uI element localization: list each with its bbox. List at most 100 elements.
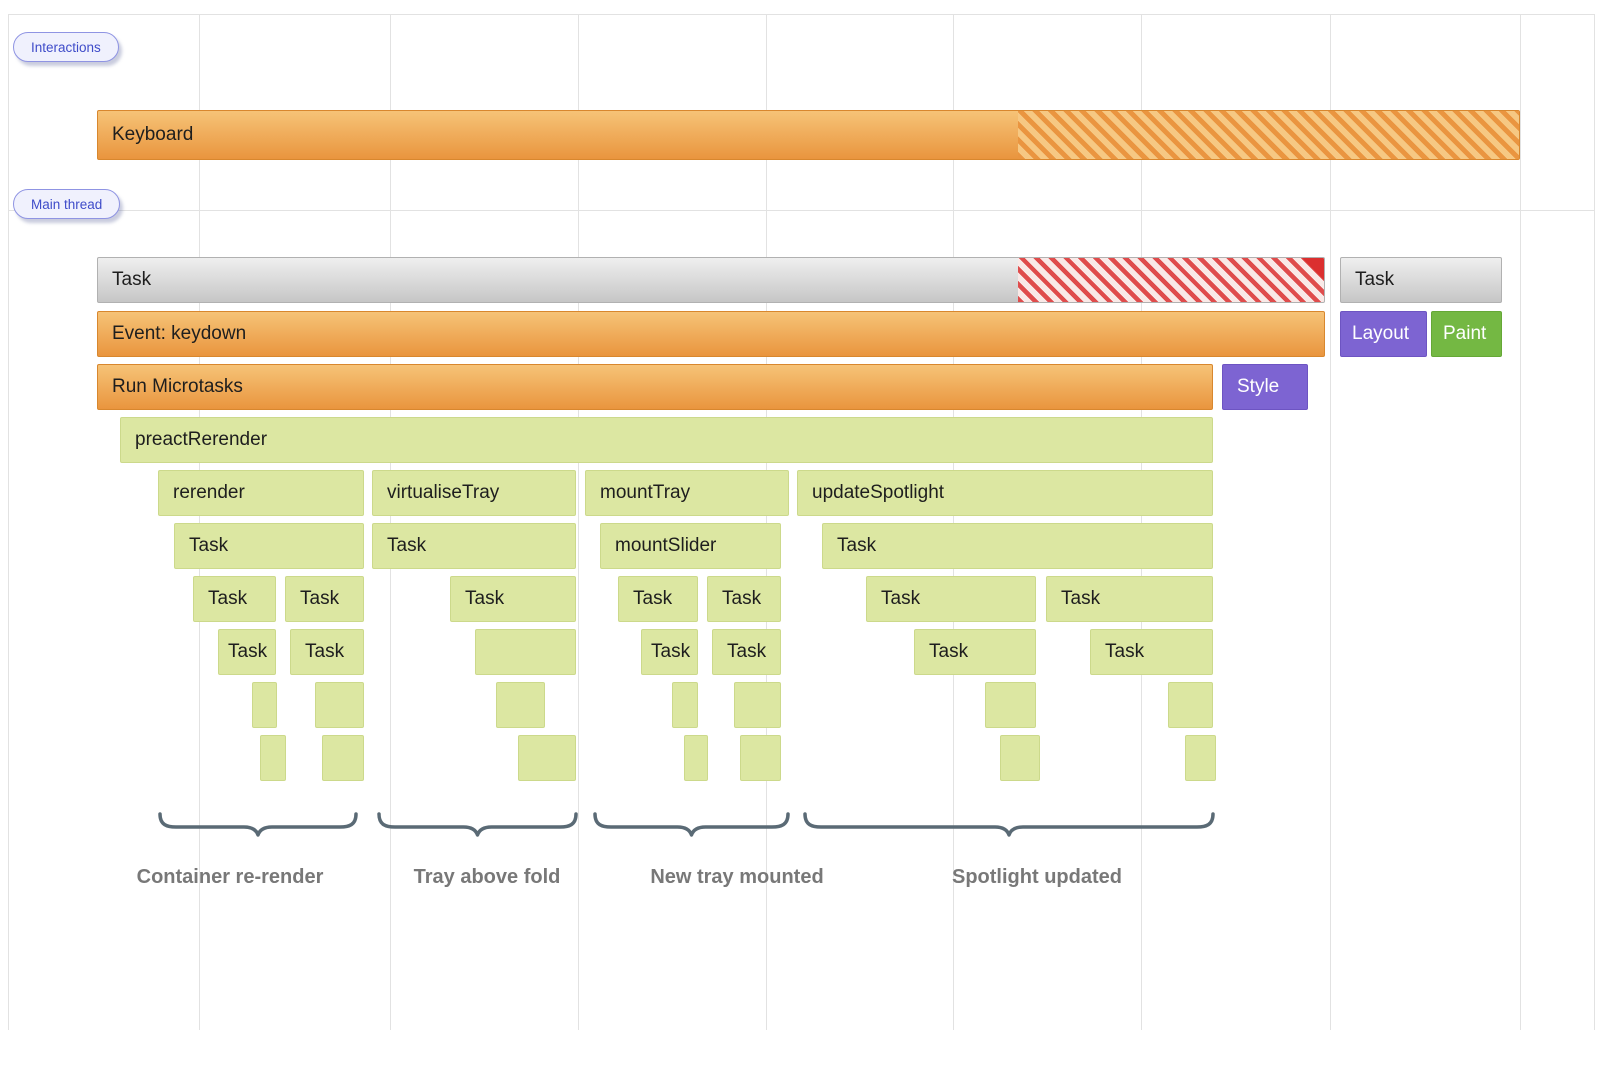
flame-bar-label: Task [727,641,767,662]
flame-bar[interactable] [260,735,286,781]
right-task-label: Task [1355,269,1395,290]
caption-tray-above-fold: Tray above fold [413,866,561,888]
right-task-bar[interactable]: Task [1340,257,1502,303]
gridline-horizontal [8,14,1594,15]
caption-spotlight-updated: Spotlight updated [952,866,1122,888]
gridline-vertical [390,14,391,1030]
flame-bar-task[interactable]: Task [712,629,781,675]
flame-bar-label: Task [387,535,427,556]
flame-bar-label: Task [837,535,877,556]
flame-bar-label: Task [305,641,345,662]
flame-bar[interactable] [672,682,698,728]
event-keydown-bar[interactable]: Event: keydown [97,311,1325,357]
gridline-vertical [578,14,579,1030]
flame-bar[interactable] [734,682,781,728]
flame-bar-label: Task [300,588,340,609]
flame-bar-task[interactable]: Task [1046,576,1213,622]
flame-bar-task[interactable]: Task [174,523,364,569]
flame-bar-task[interactable]: Task [193,576,276,622]
gridline-vertical [199,14,200,1030]
flame-bar-task[interactable]: Task [285,576,364,622]
flame-bar[interactable] [985,682,1036,728]
flame-bar[interactable] [1168,682,1213,728]
flame-bar-task[interactable]: Task [218,629,276,675]
gridline-vertical [766,14,767,1030]
paint-block[interactable]: Paint [1431,311,1502,357]
track-header-main-thread[interactable]: Main thread [13,189,121,219]
long-task-bar[interactable]: Task [97,257,1325,303]
flame-bar-label: Task [208,588,248,609]
long-task-red-hatch [1018,258,1324,302]
keyboard-label: Keyboard [112,124,194,145]
flame-bar-label: mountSlider [615,535,717,556]
paint-label: Paint [1443,323,1487,344]
flame-bar[interactable] [475,629,576,675]
flame-bar-label: Task [1105,641,1145,662]
flame-bar-virtualisetray[interactable]: virtualiseTray [372,470,576,516]
flame-bar-task[interactable]: Task [707,576,781,622]
brace-container-re-render [158,812,358,837]
flame-bar-label: Task [633,588,673,609]
flame-bar-task[interactable]: Task [866,576,1036,622]
style-label: Style [1237,376,1280,397]
flame-bar-rerender[interactable]: rerender [158,470,364,516]
flame-bar[interactable] [496,682,545,728]
flame-bar-label: virtualiseTray [387,482,500,503]
flame-bar[interactable] [684,735,708,781]
flame-bar-mountslider[interactable]: mountSlider [600,523,781,569]
flame-bar-label: preactRerender [135,429,268,450]
style-block[interactable]: Style [1222,364,1308,410]
flame-bar-task[interactable]: Task [290,629,364,675]
brace-spotlight-updated [803,812,1215,837]
flame-bar-label: Task [651,641,691,662]
flame-bar-preactrerender[interactable]: preactRerender [120,417,1213,463]
event-keydown-label: Event: keydown [112,323,247,344]
flame-bar-label: Task [929,641,969,662]
flame-bar[interactable] [740,735,781,781]
flame-bar-label: mountTray [600,482,691,503]
flame-bar[interactable] [315,682,364,728]
flame-bar[interactable] [518,735,576,781]
brace-tray-above-fold [377,812,578,837]
caption-container-re-render: Container re-render [136,866,324,888]
flame-bar-label: Task [1061,588,1101,609]
flame-bar-task[interactable]: Task [450,576,576,622]
flame-bar-task[interactable]: Task [914,629,1036,675]
gridline-vertical [1141,14,1142,1030]
run-microtasks-bar[interactable]: Run Microtasks [97,364,1213,410]
flame-bar-label: Task [189,535,229,556]
layout-label: Layout [1352,323,1410,344]
long-task-corner-triangle [1302,258,1324,280]
gridline-vertical [1330,14,1331,1030]
flame-bar-task[interactable]: Task [641,629,698,675]
flame-bar-task[interactable]: Task [1090,629,1213,675]
long-task-label: Task [112,269,152,290]
gridline-vertical [1594,14,1595,1030]
layout-block[interactable]: Layout [1340,311,1427,357]
flame-bar-label: Task [881,588,921,609]
flame-bar-mounttray[interactable]: mountTray [585,470,789,516]
run-microtasks-label: Run Microtasks [112,376,243,397]
flame-bar[interactable] [322,735,364,781]
flame-bar-label: Task [228,641,268,662]
gridline-vertical [1520,14,1521,1030]
gridline-vertical [8,14,9,1030]
flame-bar-updatespotlight[interactable]: updateSpotlight [797,470,1213,516]
track-header-interactions[interactable]: Interactions [13,32,119,62]
flame-bar[interactable] [1185,735,1216,781]
keyboard-delay-hatch [1018,111,1519,159]
flame-bar-label: Task [465,588,505,609]
flame-bar-label: rerender [173,482,245,503]
flame-bar-task[interactable]: Task [372,523,576,569]
caption-new-tray-mounted: New tray mounted [650,866,824,888]
brace-new-tray-mounted [593,812,790,837]
flame-bar-label: Task [722,588,762,609]
interaction-keyboard-bar[interactable]: Keyboard [97,110,1520,160]
gridline-vertical [953,14,954,1030]
flame-bar-task[interactable]: Task [618,576,698,622]
gridline-horizontal [8,210,1594,211]
flame-bar[interactable] [1000,735,1040,781]
flame-bar[interactable] [252,682,277,728]
flame-bar-task[interactable]: Task [822,523,1213,569]
